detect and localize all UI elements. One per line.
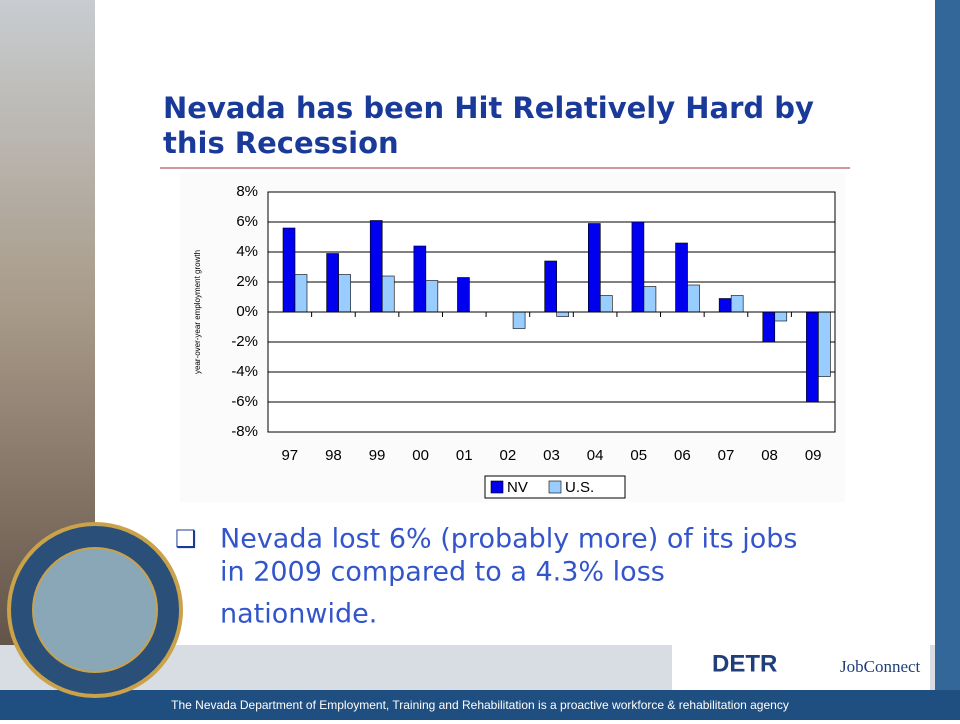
bullet-line: nationwide. xyxy=(220,599,377,630)
footer-text: The Nevada Department of Employment, Tra… xyxy=(171,698,789,712)
bar xyxy=(556,311,569,317)
bullet-line: Nevada lost 6% (probably more) of its jo… xyxy=(220,524,797,555)
bar xyxy=(774,311,788,322)
bar xyxy=(381,275,395,313)
bar xyxy=(806,311,819,403)
bar xyxy=(718,298,732,313)
slide-title-line: Nevada has been Hit Relatively Hard by xyxy=(163,91,814,125)
x-tick-label: 01 xyxy=(456,447,473,464)
bar xyxy=(425,280,439,313)
x-tick-label: 04 xyxy=(587,447,604,464)
y-tick-label: 6% xyxy=(236,213,258,230)
logo-area xyxy=(672,645,930,690)
x-tick-label: 98 xyxy=(325,447,342,464)
bar xyxy=(369,220,383,313)
bar xyxy=(413,245,427,313)
legend-swatch xyxy=(548,480,562,494)
bullet-marker: ❑ xyxy=(175,525,197,553)
chart: -8% -6% -4% -2% 0% 2% 4% 6% 8% year-over-year emp… xyxy=(193,183,836,499)
logo-detr: DETR xyxy=(712,650,777,677)
logo-jobconnect: JobConnect xyxy=(840,657,921,676)
y-tick-label: -4% xyxy=(231,363,258,380)
bar xyxy=(588,223,601,313)
x-tick-label: 03 xyxy=(543,447,560,464)
x-tick-label: 00 xyxy=(412,447,429,464)
bar xyxy=(730,295,744,313)
bar xyxy=(338,274,351,313)
x-tick-label: 05 xyxy=(630,447,647,464)
bar xyxy=(294,274,308,313)
x-tick-label: 06 xyxy=(674,447,691,464)
bar xyxy=(818,311,831,377)
x-tick-label: 08 xyxy=(761,447,778,464)
bar xyxy=(762,311,776,343)
slide-title: Nevada has been Hit Relatively Hard by th… xyxy=(163,91,814,160)
bar xyxy=(544,260,557,313)
legend-label: NV xyxy=(507,479,528,496)
x-tick-label: 09 xyxy=(805,447,822,464)
right-frame xyxy=(935,0,960,720)
legend-label: U.S. xyxy=(565,479,594,496)
y-tick-label: 0% xyxy=(236,303,258,320)
y-tick-label: -6% xyxy=(231,393,258,410)
bar xyxy=(282,227,296,313)
bar xyxy=(512,311,526,329)
legend-swatch xyxy=(490,480,504,494)
y-tick-label: 8% xyxy=(236,183,258,200)
y-tick-label: 4% xyxy=(236,243,258,260)
x-tick-label: 99 xyxy=(369,447,386,464)
seal-inner xyxy=(32,547,158,673)
bar xyxy=(631,221,645,313)
y-tick-label: -8% xyxy=(231,423,258,440)
y-tick-label: -2% xyxy=(231,333,258,350)
footer-bar xyxy=(0,690,960,720)
bar xyxy=(643,286,657,313)
y-tick-label: 2% xyxy=(236,273,258,290)
bullet-line: in 2009 compared to a 4.3% loss xyxy=(220,557,665,588)
y-axis-label: year-over-year employment growth xyxy=(193,250,202,374)
bar xyxy=(600,295,613,313)
x-tick-label: 07 xyxy=(718,447,735,464)
x-tick-label: 02 xyxy=(500,447,517,464)
bar xyxy=(326,253,339,313)
bar xyxy=(675,242,688,313)
slide-title-line: this Recession xyxy=(163,126,399,160)
bar xyxy=(457,277,470,313)
bar xyxy=(687,284,700,313)
x-tick-label: 97 xyxy=(281,447,298,464)
